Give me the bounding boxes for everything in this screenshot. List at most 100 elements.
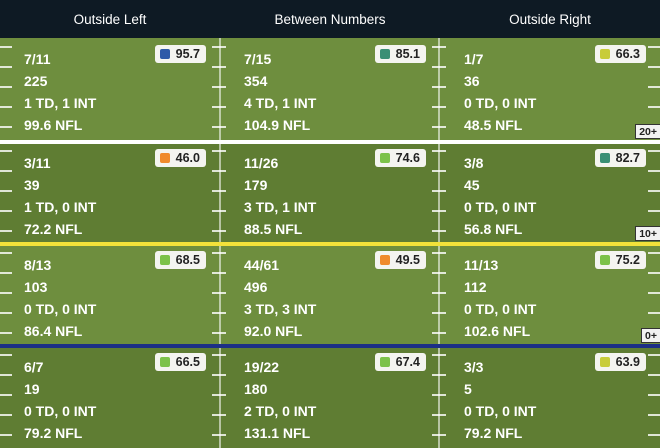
stat-td-int: 0 TD, 0 INT <box>464 95 537 111</box>
yard-hash-mark <box>0 106 12 108</box>
yard-hash-mark <box>0 272 12 274</box>
yard-hash-mark <box>432 332 446 334</box>
zone-cell-deep-20-plus-outside-left[interactable]: 7/11 225 1 TD, 1 INT 99.6 NFL 95.7 <box>0 38 220 142</box>
column-divider <box>438 244 440 346</box>
stat-rating: 48.5 NFL <box>464 117 523 133</box>
grade-badge: 67.4 <box>374 353 426 371</box>
zone-cell-intermediate-10-plus-between-numbers[interactable]: 11/26 179 3 TD, 1 INT 88.5 NFL 74.6 <box>220 142 440 244</box>
zone-cell-deep-20-plus-between-numbers[interactable]: 7/15 354 4 TD, 1 INT 104.9 NFL 85.1 <box>220 38 440 142</box>
column-divider <box>438 142 440 244</box>
yard-hash-mark <box>432 106 446 108</box>
column-divider <box>219 142 221 244</box>
grade-badge: 46.0 <box>154 149 206 167</box>
yard-hash-mark <box>0 292 12 294</box>
stat-rating: 104.9 NFL <box>244 117 311 133</box>
grade-color-swatch <box>379 49 390 59</box>
yard-hash-mark <box>0 210 12 212</box>
zone-cell-intermediate-10-plus-outside-right[interactable]: 3/8 45 0 TD, 0 INT 56.8 NFL 82.7 <box>440 142 660 244</box>
yard-hash-mark <box>0 374 12 376</box>
stat-yards: 112 <box>464 279 487 295</box>
grade-value: 66.5 <box>175 355 200 369</box>
zone-cell-short-0-plus-outside-right[interactable]: 11/13 112 0 TD, 0 INT 102.6 NFL 75.2 <box>440 244 660 346</box>
stat-td-int: 0 TD, 0 INT <box>24 403 97 419</box>
zone-cell-intermediate-10-plus-outside-left[interactable]: 3/11 39 1 TD, 0 INT 72.2 NFL 46.0 <box>0 142 220 244</box>
stat-yards: 5 <box>464 381 472 397</box>
yard-hash-mark <box>648 272 660 274</box>
yard-hash-mark <box>648 46 660 48</box>
yard-hash-mark <box>0 394 12 396</box>
yard-hash-mark <box>0 46 12 48</box>
grade-value: 66.3 <box>615 47 640 61</box>
yard-hash-mark <box>0 86 12 88</box>
grade-color-swatch <box>159 49 170 59</box>
zone-cell-behind-los-outside-left[interactable]: 6/7 19 0 TD, 0 INT 79.2 NFL 66.5 <box>0 346 220 448</box>
grade-value: 82.7 <box>615 151 640 165</box>
zone-cell-short-0-plus-between-numbers[interactable]: 44/61 496 3 TD, 3 INT 92.0 NFL 49.5 <box>220 244 440 346</box>
yard-hash-mark <box>648 292 660 294</box>
yard-hash-mark <box>212 312 226 314</box>
zone-cell-behind-los-between-numbers[interactable]: 19/22 180 2 TD, 0 INT 131.1 NFL 67.4 <box>220 346 440 448</box>
grade-badge: 66.3 <box>594 45 646 63</box>
yard-hash-mark <box>432 66 446 68</box>
yard-hash-mark <box>212 414 226 416</box>
stat-rating: 92.0 NFL <box>244 323 303 339</box>
yard-hash-mark <box>648 150 660 152</box>
yard-hash-mark <box>648 414 660 416</box>
grade-value: 49.5 <box>395 253 420 267</box>
grade-badge: 74.6 <box>374 149 426 167</box>
grade-value: 63.9 <box>615 355 640 369</box>
yard-hash-mark <box>212 170 226 172</box>
zone-cell-short-0-plus-outside-left[interactable]: 8/13 103 0 TD, 0 INT 86.4 NFL 68.5 <box>0 244 220 346</box>
yard-hash-mark <box>432 86 446 88</box>
depth-label: 0+ <box>641 328 660 343</box>
yard-hash-mark <box>212 46 226 48</box>
yard-hash-mark <box>0 332 12 334</box>
stat-yards: 496 <box>244 279 268 295</box>
stat-yards: 225 <box>24 73 48 89</box>
yard-hash-mark <box>212 292 226 294</box>
grade-color-swatch <box>379 357 390 367</box>
yard-hash-mark <box>212 150 226 152</box>
grade-color-swatch <box>599 153 610 163</box>
yard-hash-mark <box>432 126 446 128</box>
stat-comp-att: 44/61 <box>244 257 280 273</box>
yard-hash-mark <box>432 394 446 396</box>
grade-badge: 95.7 <box>154 45 206 63</box>
yard-hash-mark <box>432 190 446 192</box>
grade-color-swatch <box>379 255 390 265</box>
yard-hash-mark <box>0 354 12 356</box>
stat-td-int: 1 TD, 1 INT <box>24 95 97 111</box>
depth-line-short-0-plus <box>0 344 660 348</box>
grade-badge: 49.5 <box>374 251 426 269</box>
field-grid: 7/11 225 1 TD, 1 INT 99.6 NFL 95.7 7/15 354 4 T… <box>0 38 660 448</box>
stat-td-int: 0 TD, 0 INT <box>464 199 537 215</box>
yard-hash-mark <box>212 66 226 68</box>
yard-hash-mark <box>0 126 12 128</box>
grade-value: 75.2 <box>615 253 640 267</box>
yard-hash-mark <box>648 374 660 376</box>
yard-hash-mark <box>0 230 12 232</box>
stat-rating: 102.6 NFL <box>464 323 531 339</box>
grade-value: 74.6 <box>395 151 420 165</box>
grade-color-swatch <box>159 255 170 265</box>
stat-td-int: 0 TD, 0 INT <box>24 301 97 317</box>
stat-comp-att: 3/3 <box>464 359 484 375</box>
zone-row-deep-20-plus: 7/11 225 1 TD, 1 INT 99.6 NFL 95.7 7/15 354 4 T… <box>0 38 660 142</box>
yard-hash-mark <box>648 210 660 212</box>
zone-cell-deep-20-plus-outside-right[interactable]: 1/7 36 0 TD, 0 INT 48.5 NFL 66.3 <box>440 38 660 142</box>
stat-comp-att: 6/7 <box>24 359 44 375</box>
stat-yards: 45 <box>464 177 480 193</box>
yard-hash-mark <box>648 252 660 254</box>
grade-badge: 68.5 <box>154 251 206 269</box>
yard-hash-mark <box>212 374 226 376</box>
yard-hash-mark <box>432 252 446 254</box>
yard-hash-mark <box>648 86 660 88</box>
yard-hash-mark <box>432 312 446 314</box>
stat-comp-att: 19/22 <box>244 359 280 375</box>
yard-hash-mark <box>212 394 226 396</box>
zone-row-intermediate-10-plus: 3/11 39 1 TD, 0 INT 72.2 NFL 46.0 11/26 179 3 T… <box>0 142 660 244</box>
grade-badge: 82.7 <box>594 149 646 167</box>
zone-cell-behind-los-outside-right[interactable]: 3/3 5 0 TD, 0 INT 79.2 NFL 63.9 <box>440 346 660 448</box>
yard-hash-mark <box>0 434 12 436</box>
